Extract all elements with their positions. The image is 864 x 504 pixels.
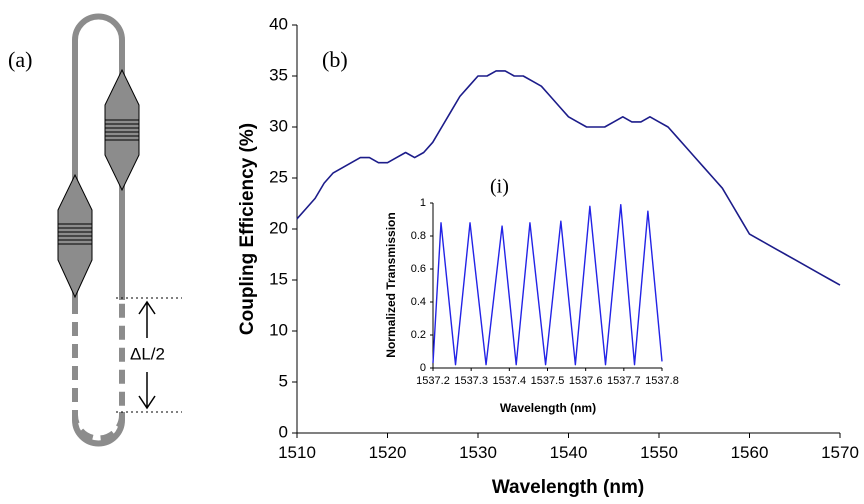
x-tick-label: 1537.5 xyxy=(531,375,565,387)
x-tick-label: 1550 xyxy=(640,443,678,462)
x-tick-label: 1537.2 xyxy=(416,375,450,387)
y-tick-label: 0.8 xyxy=(411,230,426,242)
annotation: ΔL/2 xyxy=(130,344,165,363)
y-tick-label: 0 xyxy=(420,362,426,374)
x-axis-label: Wavelength (nm) xyxy=(492,477,644,498)
x-tick-label: 1520 xyxy=(369,443,407,462)
waveguide-bottom xyxy=(72,412,125,447)
arrows xyxy=(138,300,156,410)
x-tick-label: 1540 xyxy=(550,443,588,462)
x-tick-label: 1537.3 xyxy=(454,375,488,387)
y-tick-label: 35 xyxy=(269,65,288,84)
x-tick-label: 1570 xyxy=(821,443,859,462)
y-axis-label: Normalized Transmission xyxy=(384,212,398,357)
inset-background xyxy=(373,195,677,420)
y-tick-label: 20 xyxy=(269,218,288,237)
data-line xyxy=(296,70,841,286)
x-tick-label: 1510 xyxy=(278,443,316,462)
x-axis-label: Wavelength (nm) xyxy=(500,401,596,415)
waveguide-dashed xyxy=(72,300,125,442)
x-tick-label: 1537.4 xyxy=(493,375,527,387)
x-tick-label: 1537.8 xyxy=(645,375,679,387)
dotted-marker xyxy=(116,297,182,413)
x-tick-label: 1537.7 xyxy=(607,375,641,387)
x-tick-label: 1560 xyxy=(731,443,769,462)
y-tick-label: 0.4 xyxy=(411,296,426,308)
panel-label: (b) xyxy=(322,47,348,72)
x-tick-label: 1530 xyxy=(459,443,497,462)
y-tick-label: 0.2 xyxy=(411,329,426,341)
y-axis-label: Coupling Efficiency (%) xyxy=(237,123,258,335)
y-tick-label: 40 xyxy=(269,14,288,33)
y-tick-label: 1 xyxy=(420,197,426,209)
grating-lines xyxy=(105,119,139,141)
waveguide-loop xyxy=(72,13,125,300)
y-tick-label: 25 xyxy=(269,167,288,186)
grating-right xyxy=(104,68,140,192)
x-tick-label: 1537.6 xyxy=(569,375,603,387)
panel-label: (a) xyxy=(8,47,32,72)
y-tick-label: 0 xyxy=(279,422,288,441)
schematic: ΔL/2 (a) xyxy=(8,13,182,447)
panel-label: (i) xyxy=(490,176,509,198)
data-line xyxy=(432,203,663,366)
y-tick-label: 30 xyxy=(269,116,288,135)
y-tick-label: 0.6 xyxy=(411,263,426,275)
y-tick-label: 15 xyxy=(269,269,288,288)
y-tick-label: 10 xyxy=(269,320,288,339)
grating-lines xyxy=(58,223,92,245)
y-tick-label: 5 xyxy=(279,371,288,390)
